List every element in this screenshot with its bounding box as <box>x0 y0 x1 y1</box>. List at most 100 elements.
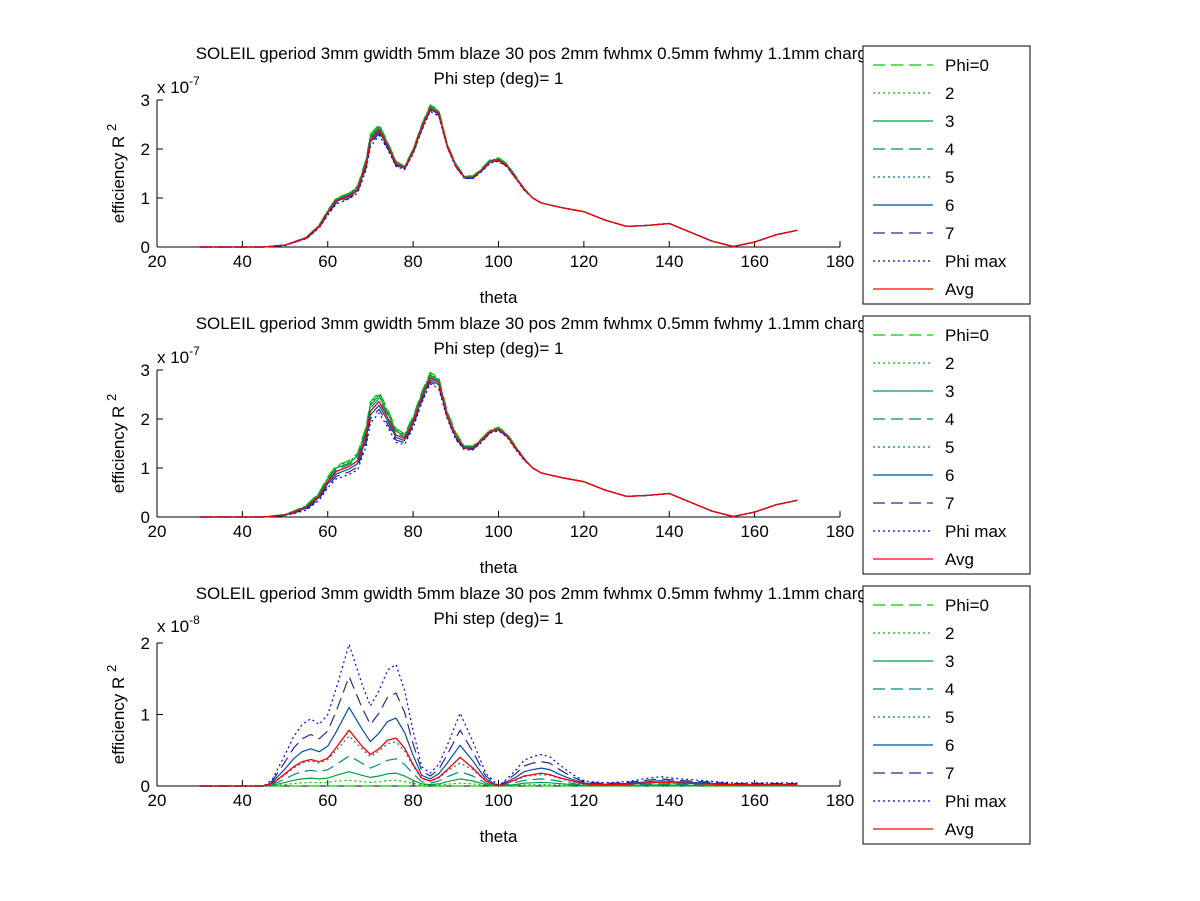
legend-label: Phi max <box>945 522 1007 541</box>
series-line-7 <box>199 109 798 248</box>
legend-label: 4 <box>945 140 954 159</box>
legend-label: 5 <box>945 708 954 727</box>
legend-label: 2 <box>945 354 954 373</box>
legend-box <box>862 315 1031 575</box>
chart-title: SOLEIL gperiod 3mm gwidth 5mm blaze 30 p… <box>196 584 1032 603</box>
y-exponent-label: x 10-7 <box>157 344 200 367</box>
series-line-3 <box>199 374 798 518</box>
x-tick-label: 160 <box>740 791 768 810</box>
series-line-5 <box>199 377 798 518</box>
series-line-5 <box>199 107 798 248</box>
y-tick-label: 0 <box>141 777 150 796</box>
x-axis-label: theta <box>480 827 518 846</box>
legend-label: Avg <box>945 550 974 569</box>
x-tick-label: 140 <box>655 791 683 810</box>
series-line-2 <box>199 105 798 248</box>
legend-label: 2 <box>945 624 954 643</box>
x-tick-label: 120 <box>570 252 598 271</box>
legend-label: 3 <box>945 652 954 671</box>
series-line-4 <box>199 106 798 248</box>
y-axis-label: efficiency R 2 <box>104 394 128 494</box>
legend-label: 6 <box>945 196 954 215</box>
chart-panel-2: 20 40 60 80 100 120 140 160 180 0 1 2 3 x 10-7 SOLEIL … <box>104 314 1031 577</box>
legend-label: 3 <box>945 382 954 401</box>
series-line-9 <box>199 377 798 518</box>
series-line-8 <box>199 383 798 518</box>
chart-subtitle: Phi step (deg)= 1 <box>434 609 564 628</box>
legend-label: Phi=0 <box>945 56 989 75</box>
series-line-4 <box>199 755 798 787</box>
chart-subtitle: Phi step (deg)= 1 <box>434 339 564 358</box>
x-axis-label: theta <box>480 558 518 577</box>
y-tick-label: 1 <box>141 459 150 478</box>
legend-label: Phi max <box>945 792 1007 811</box>
y-tick-label: 2 <box>141 140 150 159</box>
legend-label: 7 <box>945 764 954 783</box>
legend-label: Phi=0 <box>945 596 989 615</box>
series-line-4 <box>199 375 798 518</box>
x-tick-label: 120 <box>570 522 598 541</box>
series-line-1 <box>199 104 798 248</box>
series-line-7 <box>199 675 798 787</box>
x-tick-label: 20 <box>148 791 167 810</box>
x-tick-label: 100 <box>484 791 512 810</box>
series-line-1 <box>199 371 798 518</box>
legend-label: 7 <box>945 224 954 243</box>
legend-label: Avg <box>945 820 974 839</box>
x-tick-label: 20 <box>148 522 167 541</box>
x-tick-label: 140 <box>655 522 683 541</box>
x-tick-label: 80 <box>404 252 423 271</box>
x-tick-label: 40 <box>233 252 252 271</box>
legend-label: 3 <box>945 112 954 131</box>
x-tick-label: 180 <box>826 522 854 541</box>
x-tick-label: 60 <box>318 522 337 541</box>
y-tick-label: 1 <box>141 189 150 208</box>
y-tick-label: 2 <box>141 634 150 653</box>
y-exponent-label: x 10-7 <box>157 74 200 97</box>
x-tick-label: 160 <box>740 252 768 271</box>
y-exponent-label: x 10-8 <box>157 613 200 636</box>
x-tick-label: 20 <box>148 252 167 271</box>
legend-label: 5 <box>945 168 954 187</box>
y-tick-label: 0 <box>141 238 150 257</box>
legend-label: Avg <box>945 280 974 299</box>
chart-panel-1: 20 40 60 80 100 120 140 160 180 0 1 2 3 x 10-7 SOLEIL … <box>104 44 1031 307</box>
x-tick-label: 180 <box>826 791 854 810</box>
legend-label: Phi max <box>945 252 1007 271</box>
legend-label: 7 <box>945 494 954 513</box>
series-line-9 <box>199 729 798 787</box>
x-tick-label: 40 <box>233 791 252 810</box>
y-axis-label: efficiency R 2 <box>104 124 128 224</box>
x-tick-label: 40 <box>233 522 252 541</box>
x-tick-label: 60 <box>318 791 337 810</box>
y-tick-label: 3 <box>141 91 150 110</box>
x-tick-label: 160 <box>740 522 768 541</box>
chart-title: SOLEIL gperiod 3mm gwidth 5mm blaze 30 p… <box>196 314 1032 333</box>
x-tick-label: 180 <box>826 252 854 271</box>
legend-box <box>862 45 1031 305</box>
series-line-6 <box>199 108 798 248</box>
legend-label: 4 <box>945 680 954 699</box>
series-line-6 <box>199 706 798 787</box>
legend-label: 2 <box>945 84 954 103</box>
x-tick-label: 120 <box>570 791 598 810</box>
x-axis-label: theta <box>480 288 518 307</box>
x-tick-label: 140 <box>655 252 683 271</box>
chart-title: SOLEIL gperiod 3mm gwidth 5mm blaze 30 p… <box>196 44 1032 63</box>
series-line-7 <box>199 381 798 518</box>
legend-box <box>862 585 1031 845</box>
y-axis-label: efficiency R 2 <box>104 665 128 765</box>
y-tick-label: 3 <box>141 361 150 380</box>
series-line-9 <box>199 107 798 248</box>
y-tick-label: 1 <box>141 706 150 725</box>
legend-label: 5 <box>945 438 954 457</box>
chart-subtitle: Phi step (deg)= 1 <box>434 69 564 88</box>
legend-label: 6 <box>945 466 954 485</box>
x-tick-label: 80 <box>404 522 423 541</box>
series-line-2 <box>199 372 798 518</box>
legend-label: Phi=0 <box>945 326 989 345</box>
series-line-3 <box>199 105 798 248</box>
x-tick-label: 100 <box>484 522 512 541</box>
y-tick-label: 0 <box>141 508 150 527</box>
